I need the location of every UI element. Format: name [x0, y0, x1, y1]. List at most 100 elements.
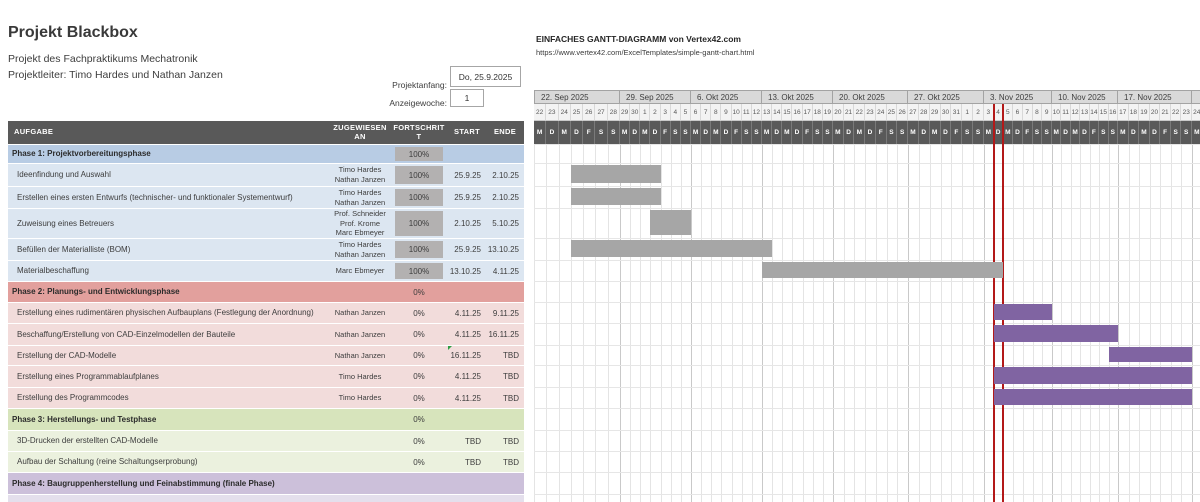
gantt-day-letter: S: [595, 121, 608, 144]
start-date-cell[interactable]: 4.11.25: [448, 366, 486, 387]
task-label[interactable]: Erstellen eines ersten Entwurfs (technis…: [17, 192, 293, 202]
task-label[interactable]: Zuweisung eines Betreuers: [17, 218, 114, 228]
end-date-cell[interactable]: [486, 282, 524, 302]
start-date-cell[interactable]: 4.11.25: [448, 303, 486, 323]
progress-cell[interactable]: 100%: [390, 164, 448, 186]
start-date-cell[interactable]: 2.10.25: [448, 209, 486, 238]
end-date-cell[interactable]: TBD: [486, 431, 524, 451]
column-header[interactable]: ZUGEWIESEN AN: [333, 122, 387, 141]
display-week-input[interactable]: [450, 89, 484, 107]
start-date-cell[interactable]: 4.11.25: [448, 388, 486, 408]
task-label[interactable]: Ideenfindung und Auswahl: [17, 170, 111, 180]
start-date-cell[interactable]: 13.10.25: [448, 261, 486, 281]
task-label[interactable]: Phase 3: Herstellungs- und Testphase: [12, 414, 157, 424]
assignee-cell[interactable]: [330, 452, 390, 472]
progress-cell[interactable]: 0%: [390, 303, 448, 323]
task-label[interactable]: Materialbeschaffung: [17, 266, 89, 276]
progress-cell[interactable]: 0%: [390, 366, 448, 387]
column-header[interactable]: ENDE: [493, 127, 517, 137]
gantt-day-number: 17: [802, 104, 813, 121]
progress-cell[interactable]: 100%: [390, 209, 448, 238]
task-row: Zuweisung eines Betreuers Prof. Schneider…: [8, 209, 524, 238]
gantt-day-letter: M: [854, 121, 866, 144]
progress-cell[interactable]: 0%: [390, 388, 448, 408]
end-date-cell[interactable]: TBD: [486, 452, 524, 472]
assignee-cell[interactable]: Timo Hardes: [330, 366, 390, 387]
progress-cell[interactable]: 100%: [390, 239, 448, 260]
gantt-day-letter: M: [1070, 121, 1081, 144]
progress-cell[interactable]: 100%: [390, 187, 448, 208]
task-label[interactable]: Erstellung eines Programmablaufplanes: [17, 371, 159, 381]
start-date-cell[interactable]: 25.9.25: [448, 187, 486, 208]
gantt-day-letter: F: [1160, 121, 1171, 144]
start-date-cell[interactable]: 25.9.25: [448, 164, 486, 186]
task-label[interactable]: Befüllen der Materialliste (BOM): [17, 244, 131, 254]
assignee-cell[interactable]: Nathan Janzen: [330, 303, 390, 323]
end-date-cell[interactable]: 13.10.25: [486, 239, 524, 260]
gantt-day-letter: S: [812, 121, 823, 144]
assignee-cell[interactable]: Prof. Schneider Prof. Krome Marc Ebmeyer: [330, 209, 390, 238]
assignee-cell[interactable]: Timo Hardes Nathan Janzen: [330, 164, 390, 186]
gantt-day-number: 25: [886, 104, 898, 121]
progress-cell[interactable]: 0%: [390, 409, 448, 430]
end-date-cell[interactable]: TBD: [486, 346, 524, 365]
task-label[interactable]: Phase 4: Baugruppenherstellung und Feina…: [12, 478, 275, 488]
gantt-row-line: [534, 345, 1200, 346]
task-label[interactable]: Beschaffung/Erstellung von CAD-Einzelmod…: [17, 329, 236, 339]
progress-cell[interactable]: 0%: [390, 324, 448, 345]
assignee-cell[interactable]: Timo Hardes Nathan Janzen: [330, 239, 390, 260]
gantt-day-number: 2: [973, 104, 984, 121]
task-label[interactable]: Aufbau der Schaltung (reine Schaltungser…: [17, 457, 198, 467]
start-date-cell[interactable]: [448, 409, 486, 430]
assignee-cell[interactable]: Timo Hardes: [330, 388, 390, 408]
task-label[interactable]: Erstellung des Programmcodes: [17, 393, 129, 403]
assignee-cell[interactable]: Marc Ebmeyer: [330, 261, 390, 281]
end-date-cell[interactable]: 5.10.25: [486, 209, 524, 238]
gantt-day-number: 3: [660, 104, 671, 121]
start-date-cell[interactable]: TBD: [448, 431, 486, 451]
start-date-cell[interactable]: [448, 282, 486, 302]
week-label: 13. Okt 2025: [768, 92, 814, 102]
start-date-cell[interactable]: TBD: [448, 452, 486, 472]
progress-cell[interactable]: [390, 473, 448, 494]
end-date-cell[interactable]: [486, 409, 524, 430]
end-date-cell[interactable]: [486, 145, 524, 163]
progress-cell[interactable]: 0%: [390, 452, 448, 472]
task-label[interactable]: Erstellung eines rudimentären physischen…: [17, 308, 314, 318]
column-header[interactable]: START: [454, 127, 480, 137]
column-header[interactable]: FORTSCHRITT: [393, 122, 445, 141]
start-date-cell[interactable]: 25.9.25: [448, 239, 486, 260]
assignee-cell[interactable]: Nathan Janzen: [330, 346, 390, 365]
start-date-cell[interactable]: [448, 473, 486, 494]
end-date-cell[interactable]: TBD: [486, 366, 524, 387]
end-date-cell[interactable]: 9.11.25: [486, 303, 524, 323]
project-start-input[interactable]: [450, 66, 521, 87]
task-row: 3D-Drucken der erstellten CAD-Modelle 0% T…: [8, 431, 524, 451]
end-date-cell[interactable]: TBD: [486, 388, 524, 408]
assignee-cell[interactable]: [330, 431, 390, 451]
start-date-cell[interactable]: [448, 145, 486, 163]
end-date-cell[interactable]: 2.10.25: [486, 164, 524, 186]
column-header[interactable]: AUFGABE: [14, 127, 54, 137]
task-row: Erstellen eines ersten Entwurfs (technis…: [8, 187, 524, 208]
task-label[interactable]: Erstellung der CAD-Modelle: [17, 350, 117, 360]
progress-cell[interactable]: 100%: [390, 145, 448, 163]
end-date-cell[interactable]: 16.11.25: [486, 324, 524, 345]
progress-cell[interactable]: 100%: [390, 261, 448, 281]
start-date-cell[interactable]: 4.11.25: [448, 324, 486, 345]
end-date-cell[interactable]: 2.10.25: [486, 187, 524, 208]
end-date-cell[interactable]: 4.11.25: [486, 261, 524, 281]
task-label[interactable]: Phase 2: Planungs- und Entwicklungsphase: [12, 287, 180, 297]
gantt-bar: [570, 165, 661, 183]
gantt-day-letter: M: [711, 121, 722, 144]
progress-cell[interactable]: 0%: [390, 282, 448, 302]
task-label[interactable]: Phase 1: Projektvorbereitungsphase: [12, 149, 151, 159]
progress-cell[interactable]: 0%: [390, 346, 448, 365]
start-date-cell[interactable]: 16.11.25: [448, 346, 486, 365]
credit-title: EINFACHES GANTT-DIAGRAMM von Vertex42.co…: [536, 34, 741, 44]
assignee-cell[interactable]: Nathan Janzen: [330, 324, 390, 345]
task-label[interactable]: 3D-Drucken der erstellten CAD-Modelle: [17, 436, 158, 446]
progress-cell[interactable]: 0%: [390, 431, 448, 451]
end-date-cell[interactable]: [486, 473, 524, 494]
assignee-cell[interactable]: Timo Hardes Nathan Janzen: [330, 187, 390, 208]
